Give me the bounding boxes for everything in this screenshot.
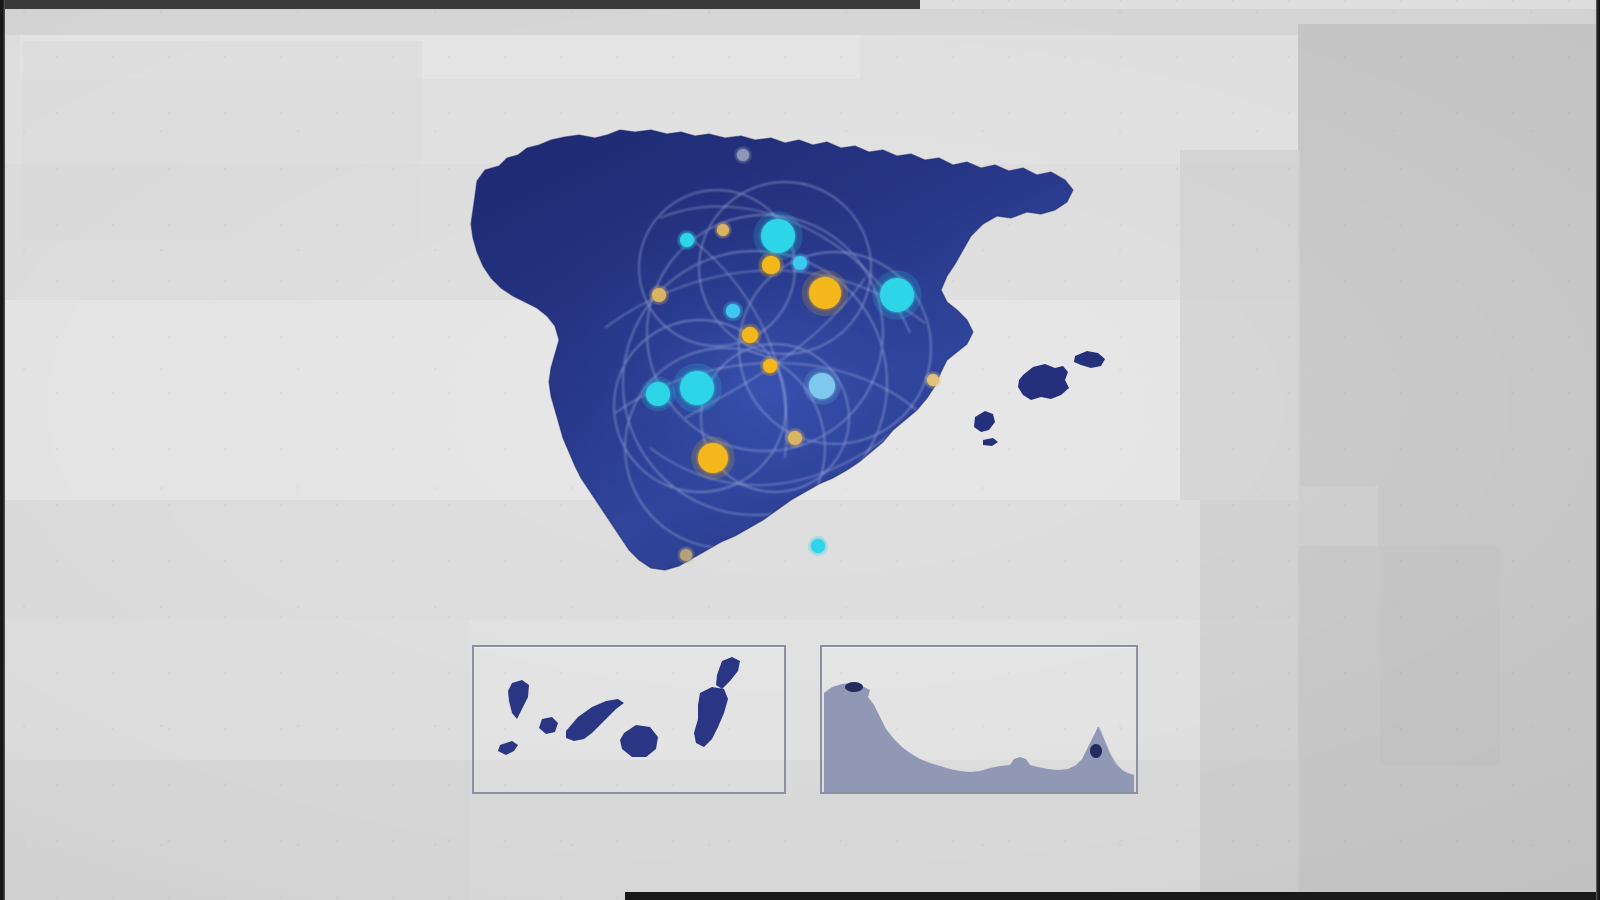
canary-islands-inset[interactable]: [472, 645, 786, 794]
network-circle: [698, 181, 872, 355]
city-marker-ceuta[interactable]: [845, 682, 863, 692]
marker-layer[interactable]: A Coruña Valladolid Burgos MadridGuadalajar…: [640, 146, 942, 564]
map-marker[interactable]: Valladolid: [676, 229, 698, 251]
map-marker[interactable]: Castellón: [924, 371, 942, 389]
bg-panel-right-notch2: [1380, 546, 1500, 766]
marker-dot[interactable]: [680, 233, 694, 247]
terrain-ridge: [1097, 726, 1135, 778]
marker-dot[interactable]: [788, 431, 802, 445]
island-la-gomera[interactable]: [539, 717, 558, 734]
network-arc: [649, 417, 911, 486]
strait-inset[interactable]: [820, 645, 1138, 794]
marker-dot[interactable]: [652, 288, 666, 302]
network-arc: [689, 237, 788, 459]
city-marker-melilla[interactable]: [1090, 744, 1102, 758]
marker-dot[interactable]: [809, 373, 835, 399]
map-marker[interactable]: Soria: [789, 252, 811, 274]
balearic-islands[interactable]: [974, 351, 1105, 446]
coastline-outline: [470, 129, 1074, 571]
marker-dot[interactable]: [793, 256, 807, 270]
letterbox-bar-top: [0, 0, 920, 9]
marker-dot[interactable]: [646, 382, 670, 406]
island-fuerteventura[interactable]: [694, 687, 728, 747]
bg-panel-right-notch: [1298, 486, 1378, 546]
network-circle: [738, 251, 932, 445]
marker-dot[interactable]: [927, 374, 939, 386]
marker-dot[interactable]: [762, 256, 780, 274]
marker-dot[interactable]: [717, 224, 729, 236]
island-mallorca[interactable]: [1018, 364, 1069, 400]
island-formentera[interactable]: [983, 438, 998, 446]
island-tenerife[interactable]: [566, 699, 624, 741]
island-lanzarote[interactable]: [716, 657, 740, 689]
marker-dot[interactable]: [809, 277, 841, 309]
marker-dot[interactable]: [811, 539, 825, 553]
frame-edge-right: [1596, 0, 1600, 900]
map-marker[interactable]: Guadalajara: [757, 251, 785, 279]
marker-dot[interactable]: [680, 371, 714, 405]
map-marker[interactable]: Madrid: [753, 211, 803, 261]
marker-dot[interactable]: [880, 278, 914, 312]
marker-dot[interactable]: [698, 443, 728, 473]
map-marker[interactable]: Cuenca: [759, 355, 781, 377]
marker-dot[interactable]: [742, 327, 758, 343]
bg-panel-right-upper: [1180, 150, 1300, 500]
marker-dot[interactable]: [737, 149, 749, 161]
marker-dot[interactable]: [761, 219, 795, 253]
island-el-hierro[interactable]: [498, 741, 518, 755]
bg-panel-right-lower: [1200, 500, 1300, 900]
network-circle: [638, 189, 796, 347]
map-marker[interactable]: Albacete: [784, 427, 806, 449]
network-arc: [684, 277, 866, 419]
marker-dot[interactable]: [680, 549, 692, 561]
map-marker[interactable]: Toledo: [738, 323, 762, 347]
map-marker[interactable]: Burgos: [714, 221, 732, 239]
map-marker[interactable]: Salamanca: [648, 284, 670, 306]
map-marker[interactable]: Zaragoza: [801, 269, 849, 317]
map-marker[interactable]: Cáceres: [640, 376, 676, 412]
map-marker[interactable]: Córdoba: [691, 436, 735, 480]
map-marker[interactable]: Granada: [807, 535, 829, 557]
network-circle-group: [613, 181, 932, 549]
island-gran-canaria[interactable]: [620, 725, 658, 757]
island-la-palma[interactable]: [508, 680, 529, 719]
frame-edge-left: [0, 0, 5, 900]
marker-dot[interactable]: [763, 359, 777, 373]
map-marker[interactable]: A Coruña: [734, 146, 752, 164]
map-marker[interactable]: Sevilla: [677, 546, 695, 564]
canary-islands-shapes: [498, 657, 740, 757]
map-marker[interactable]: Badajoz: [672, 363, 722, 413]
letterbox-bar-bottom: [625, 892, 1600, 900]
network-circle: [700, 343, 850, 493]
strait-terrain: [824, 682, 1135, 792]
map-marker[interactable]: Barcelona: [872, 270, 922, 320]
spain-map[interactable]: A Coruña Valladolid Burgos MadridGuadalajar…: [455, 118, 1115, 638]
network-circle: [622, 250, 888, 516]
network-circle: [646, 214, 884, 452]
marker-dot[interactable]: [726, 304, 740, 318]
map-marker[interactable]: Segovia: [722, 300, 744, 322]
terrain-silhouette: [824, 683, 1134, 792]
island-eivissa[interactable]: [974, 411, 995, 432]
map-marker[interactable]: Valencia: [803, 367, 841, 405]
island-menorca[interactable]: [1074, 351, 1105, 368]
